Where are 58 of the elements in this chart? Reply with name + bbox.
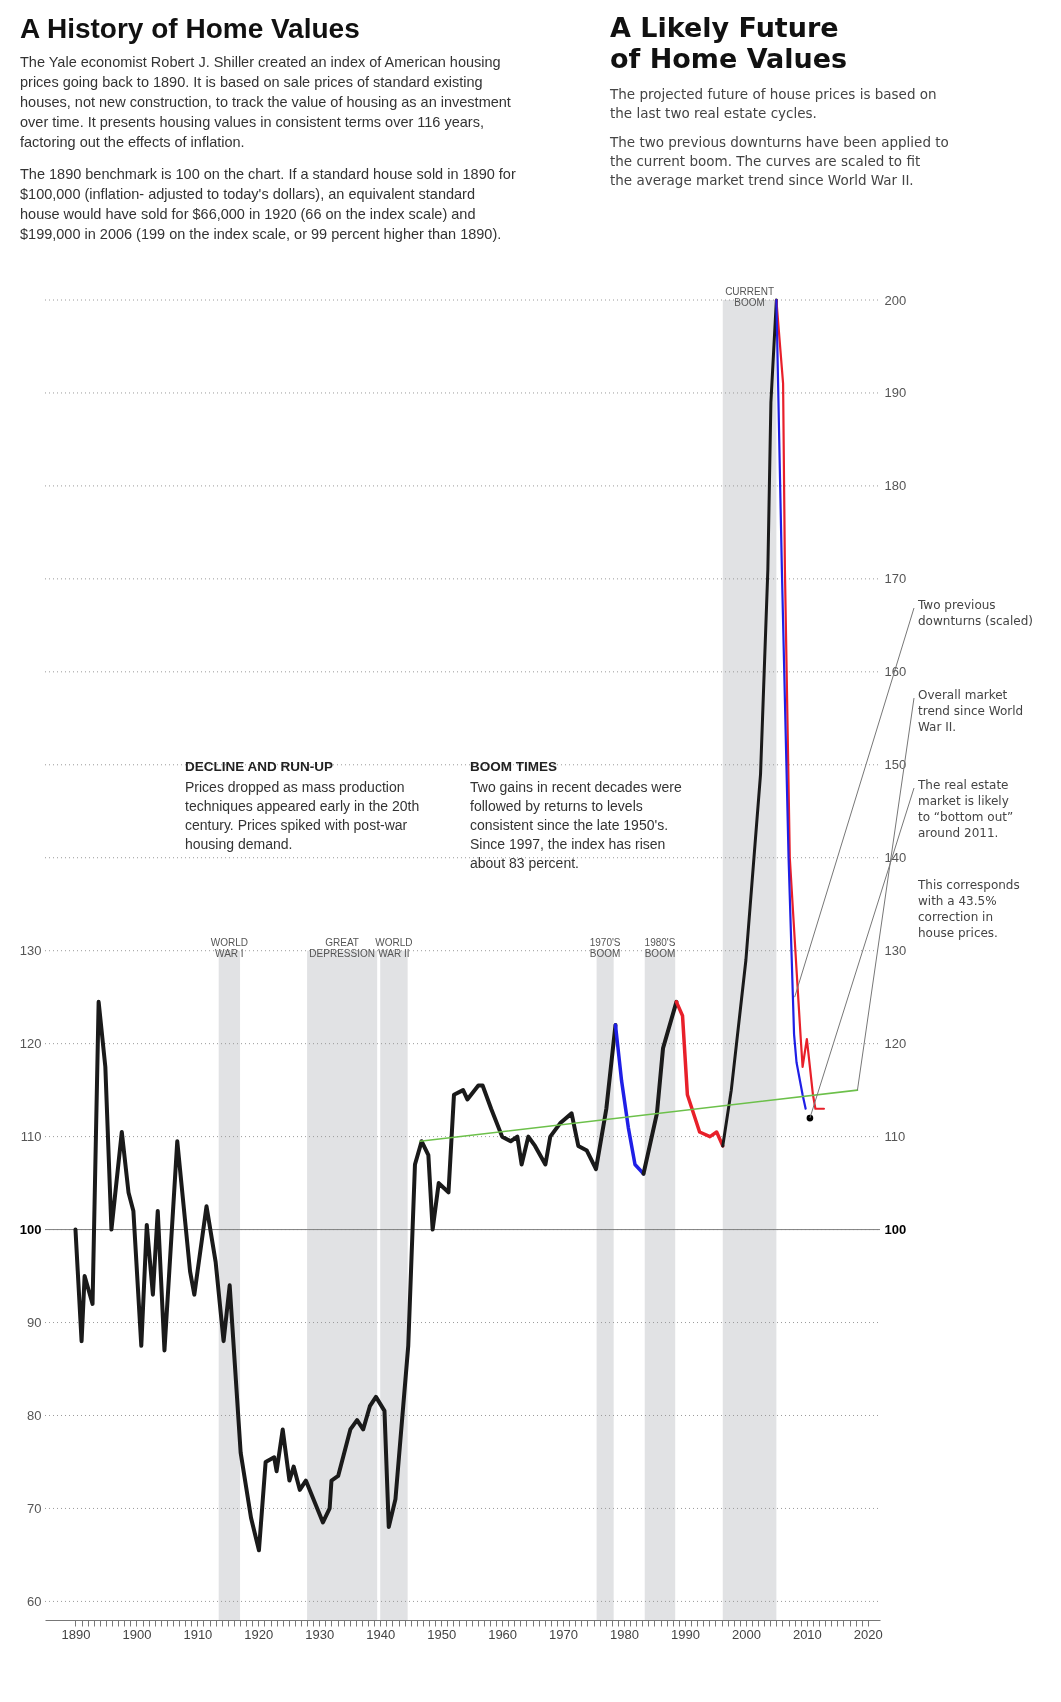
annotation: Prices dropped as mass production techniques appeared early in the 20th century. Prices spiked with post-war housing demand. — [185, 779, 420, 852]
y2-tick-label: 200 — [884, 292, 907, 308]
annotation: Two previous downturns (scaled) — [917, 598, 1033, 628]
x-tick-label: 1980 — [610, 1626, 639, 1642]
y-tick-label: 130 — [19, 943, 42, 959]
x-tick-label: 1890 — [61, 1626, 91, 1642]
y2-tick-label: 150 — [884, 757, 907, 773]
y2-tick-label: 170 — [884, 571, 907, 587]
text: This corresponds with a 43.5% correction in house prices. — [917, 878, 1020, 940]
y2-tick-label: 100 — [884, 1222, 907, 1238]
y-tick-label: 120 — [19, 1036, 42, 1052]
x-tick-label: 1900 — [122, 1626, 152, 1642]
line-series — [641, 999, 679, 1176]
line-series — [721, 298, 778, 1148]
line-series — [73, 999, 618, 1553]
y-tick-label: 110 — [20, 1129, 42, 1145]
x-tick-label: 1910 — [183, 1626, 213, 1642]
annotation: BOOM TIMES — [470, 759, 557, 774]
x-tick-label: 1920 — [244, 1626, 274, 1642]
x-tick-label: 2020 — [853, 1626, 883, 1642]
text: A Likely Future of Home Values — [610, 12, 848, 74]
y2-tick-label: 190 — [884, 385, 907, 401]
y-tick-label: 80 — [27, 1407, 42, 1423]
band-label: WORLD WAR II — [375, 936, 413, 959]
text: The projected future of house prices is based on the last two real estate cycles. — [609, 86, 937, 121]
x-tick-label: 2000 — [731, 1626, 761, 1642]
band-label: 1980'S BOOM — [644, 936, 676, 959]
annotation: Overall market trend since World War II. — [918, 688, 1024, 734]
x-tick-label: 1990 — [671, 1626, 700, 1642]
text: The 1890 benchmark is 100 on the chart. If a standard house sold in 1890 for $100,000 (inflation- adjusted to today's dollars), an equivalent standard house would have sold for $66,000 in 1920 (66 on the index scale) and $199,000 in 2006 (199 on the index scale, or 99 percent higher than 1890). — [20, 166, 516, 242]
y2-tick-label: 130 — [884, 943, 907, 959]
y2-tick-label: 120 — [884, 1036, 907, 1052]
band-label: 1970'S BOOM — [589, 936, 621, 959]
band-label: WORLD WAR I — [210, 936, 248, 959]
line-series — [674, 1000, 725, 1148]
x-tick-label: 2010 — [792, 1626, 822, 1642]
y-tick-label: 90 — [27, 1315, 42, 1331]
text: The two previous downturns have been applied to the current boom. The curves are scaled to fit the average market trend since World War II. — [609, 134, 949, 188]
band-label: GREAT DEPRESSION — [309, 936, 375, 959]
y2-tick-label: 110 — [884, 1129, 906, 1145]
x-tick-label: 1930 — [305, 1626, 335, 1642]
line-series — [775, 298, 807, 1110]
band-label: CURRENT BOOM — [725, 286, 775, 308]
line-series — [775, 298, 826, 1110]
annotation: DECLINE AND RUN-UP — [185, 759, 333, 774]
text: The Yale economist Robert J. Shiller created an index of American housing prices going back to 1890. It is based on sale prices of standard existing houses, not new construction, to track the value of housing as an investment over time. It presents housing values in consistent terms over 116 years, factoring out the effects of inflation. — [20, 54, 511, 150]
y-tick-label: 70 — [27, 1500, 42, 1516]
annotation: The real estate market is likely to “bottom out” around 2011. — [917, 778, 1014, 840]
x-tick-label: 1940 — [366, 1626, 396, 1642]
annotation: Two gains in recent decades were followed by returns to levels consistent since the late 1950's. Since 1997, the index has risen about 83 percent. — [470, 779, 682, 871]
y-tick-label: 100 — [19, 1222, 42, 1238]
y2-tick-label: 160 — [884, 664, 907, 680]
x-tick-label: 1960 — [488, 1626, 518, 1642]
chart-title: A History of Home Values — [20, 13, 360, 44]
x-tick-label: 1950 — [427, 1626, 457, 1642]
y2-tick-label: 180 — [884, 478, 907, 494]
y-tick-label: 60 — [27, 1593, 42, 1609]
x-tick-label: 1970 — [549, 1626, 579, 1642]
